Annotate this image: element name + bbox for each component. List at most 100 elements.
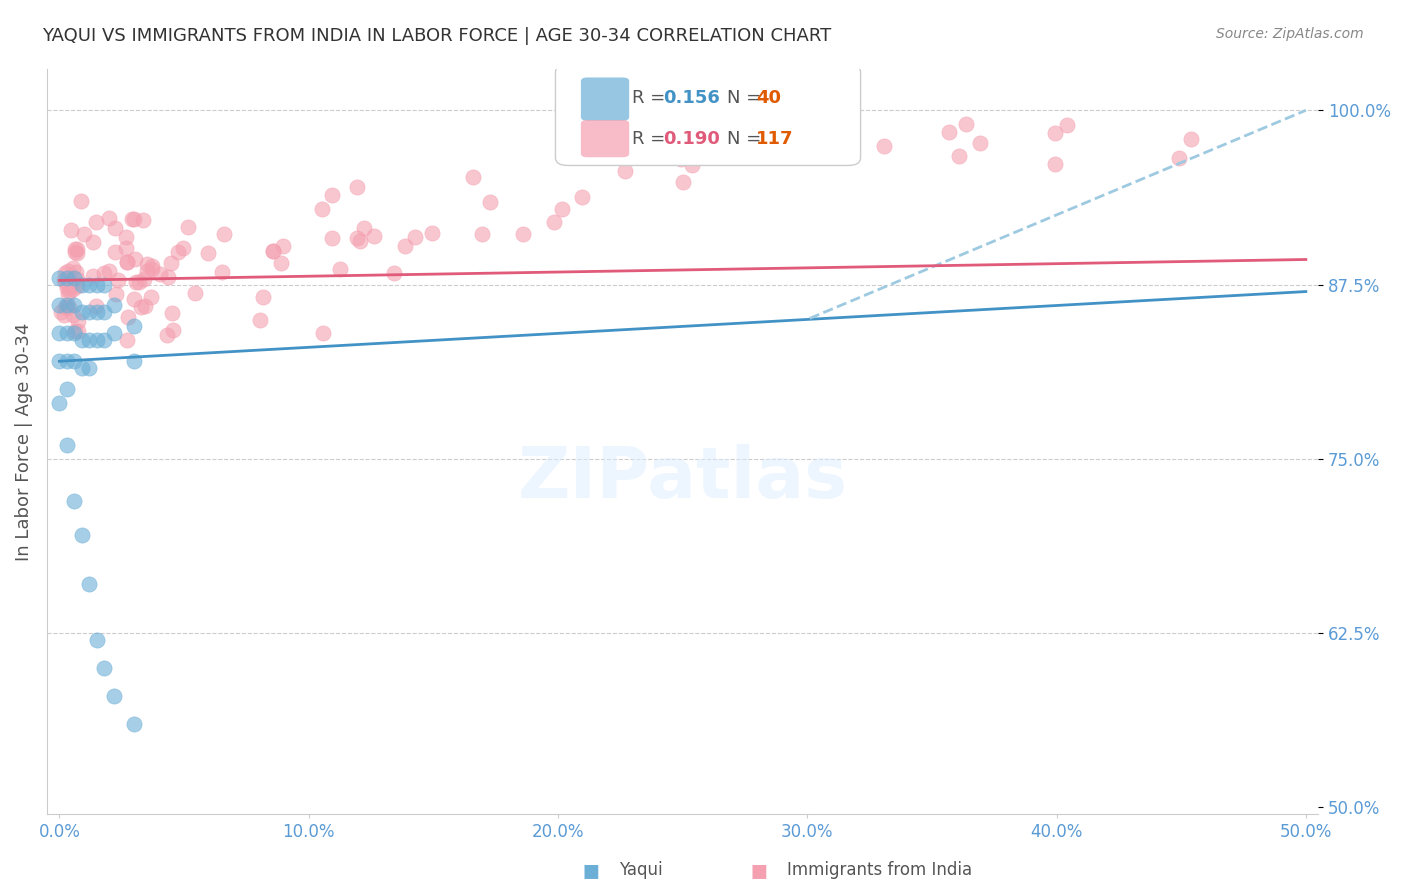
Immigrants from India xyxy=(512,227,534,242)
Yaqui xyxy=(86,633,108,648)
Yaqui xyxy=(63,270,86,285)
Immigrants from India xyxy=(56,281,79,295)
Immigrants from India xyxy=(671,175,693,189)
Text: 0.190: 0.190 xyxy=(664,129,720,147)
FancyBboxPatch shape xyxy=(581,120,630,157)
Yaqui xyxy=(77,334,100,348)
Yaqui xyxy=(93,661,115,675)
Immigrants from India xyxy=(141,261,163,276)
Yaqui xyxy=(56,326,79,341)
Immigrants from India xyxy=(66,324,89,338)
Immigrants from India xyxy=(69,194,91,208)
Immigrants from India xyxy=(141,259,163,273)
Immigrants from India xyxy=(139,290,162,304)
Text: N =: N = xyxy=(727,89,768,107)
Yaqui xyxy=(56,354,79,368)
Immigrants from India xyxy=(66,272,89,286)
Immigrants from India xyxy=(571,190,593,204)
Immigrants from India xyxy=(58,286,80,301)
Immigrants from India xyxy=(1168,151,1191,165)
Yaqui xyxy=(93,334,115,348)
Immigrants from India xyxy=(82,268,104,283)
Yaqui xyxy=(56,438,79,452)
Immigrants from India xyxy=(197,246,219,260)
Immigrants from India xyxy=(115,241,138,255)
Yaqui xyxy=(77,361,100,376)
Immigrants from India xyxy=(55,276,77,290)
Immigrants from India xyxy=(346,180,368,194)
Immigrants from India xyxy=(63,242,86,256)
Immigrants from India xyxy=(249,313,271,327)
Yaqui xyxy=(48,298,70,312)
Immigrants from India xyxy=(63,324,86,338)
Yaqui xyxy=(86,305,108,319)
Immigrants from India xyxy=(211,265,233,279)
Yaqui xyxy=(63,326,86,341)
Immigrants from India xyxy=(53,300,76,314)
Immigrants from India xyxy=(73,227,96,241)
Immigrants from India xyxy=(104,286,127,301)
Immigrants from India xyxy=(93,266,115,280)
Immigrants from India xyxy=(124,252,146,266)
Yaqui xyxy=(77,305,100,319)
Immigrants from India xyxy=(321,187,343,202)
Immigrants from India xyxy=(172,241,194,255)
Immigrants from India xyxy=(49,304,72,318)
Immigrants from India xyxy=(262,244,284,259)
Yaqui xyxy=(122,716,145,731)
Immigrants from India xyxy=(59,274,82,288)
Immigrants from India xyxy=(162,323,184,337)
Yaqui xyxy=(103,326,125,341)
Y-axis label: In Labor Force | Age 30-34: In Labor Force | Age 30-34 xyxy=(15,322,32,560)
Text: ▪: ▪ xyxy=(749,855,769,884)
Immigrants from India xyxy=(66,314,89,328)
Immigrants from India xyxy=(62,260,84,275)
Immigrants from India xyxy=(131,300,153,314)
Yaqui xyxy=(56,270,79,285)
Yaqui xyxy=(86,277,108,292)
Text: Immigrants from India: Immigrants from India xyxy=(787,861,973,879)
Immigrants from India xyxy=(66,245,89,260)
Immigrants from India xyxy=(65,265,87,279)
Immigrants from India xyxy=(349,235,371,249)
Immigrants from India xyxy=(1045,127,1067,141)
Immigrants from India xyxy=(156,328,179,343)
Immigrants from India xyxy=(159,255,181,269)
Text: R =: R = xyxy=(631,89,671,107)
Immigrants from India xyxy=(53,266,76,280)
Text: 40: 40 xyxy=(756,89,782,107)
Immigrants from India xyxy=(58,300,80,314)
Immigrants from India xyxy=(270,256,292,270)
Immigrants from India xyxy=(184,285,207,300)
Immigrants from India xyxy=(252,290,274,304)
Immigrants from India xyxy=(948,148,970,162)
Immigrants from India xyxy=(55,301,77,316)
Immigrants from India xyxy=(134,299,156,313)
Immigrants from India xyxy=(82,235,104,249)
Immigrants from India xyxy=(394,238,416,252)
Immigrants from India xyxy=(353,220,375,235)
Immigrants from India xyxy=(461,169,484,184)
Immigrants from India xyxy=(873,138,896,153)
Immigrants from India xyxy=(681,158,703,172)
Immigrants from India xyxy=(404,229,426,244)
Immigrants from India xyxy=(52,308,75,322)
Immigrants from India xyxy=(669,152,692,166)
Immigrants from India xyxy=(86,215,108,229)
Yaqui xyxy=(103,298,125,312)
FancyBboxPatch shape xyxy=(581,78,630,120)
Immigrants from India xyxy=(114,230,136,244)
Immigrants from India xyxy=(271,239,294,253)
Immigrants from India xyxy=(59,280,82,294)
Text: ▪: ▪ xyxy=(581,855,600,884)
Yaqui xyxy=(122,319,145,334)
Immigrants from India xyxy=(63,244,86,259)
Text: R =: R = xyxy=(631,129,671,147)
Immigrants from India xyxy=(56,264,79,278)
Immigrants from India xyxy=(66,242,89,256)
Immigrants from India xyxy=(346,230,368,244)
Yaqui xyxy=(86,334,108,348)
Immigrants from India xyxy=(124,212,146,227)
Yaqui xyxy=(70,334,93,348)
Immigrants from India xyxy=(122,292,145,306)
